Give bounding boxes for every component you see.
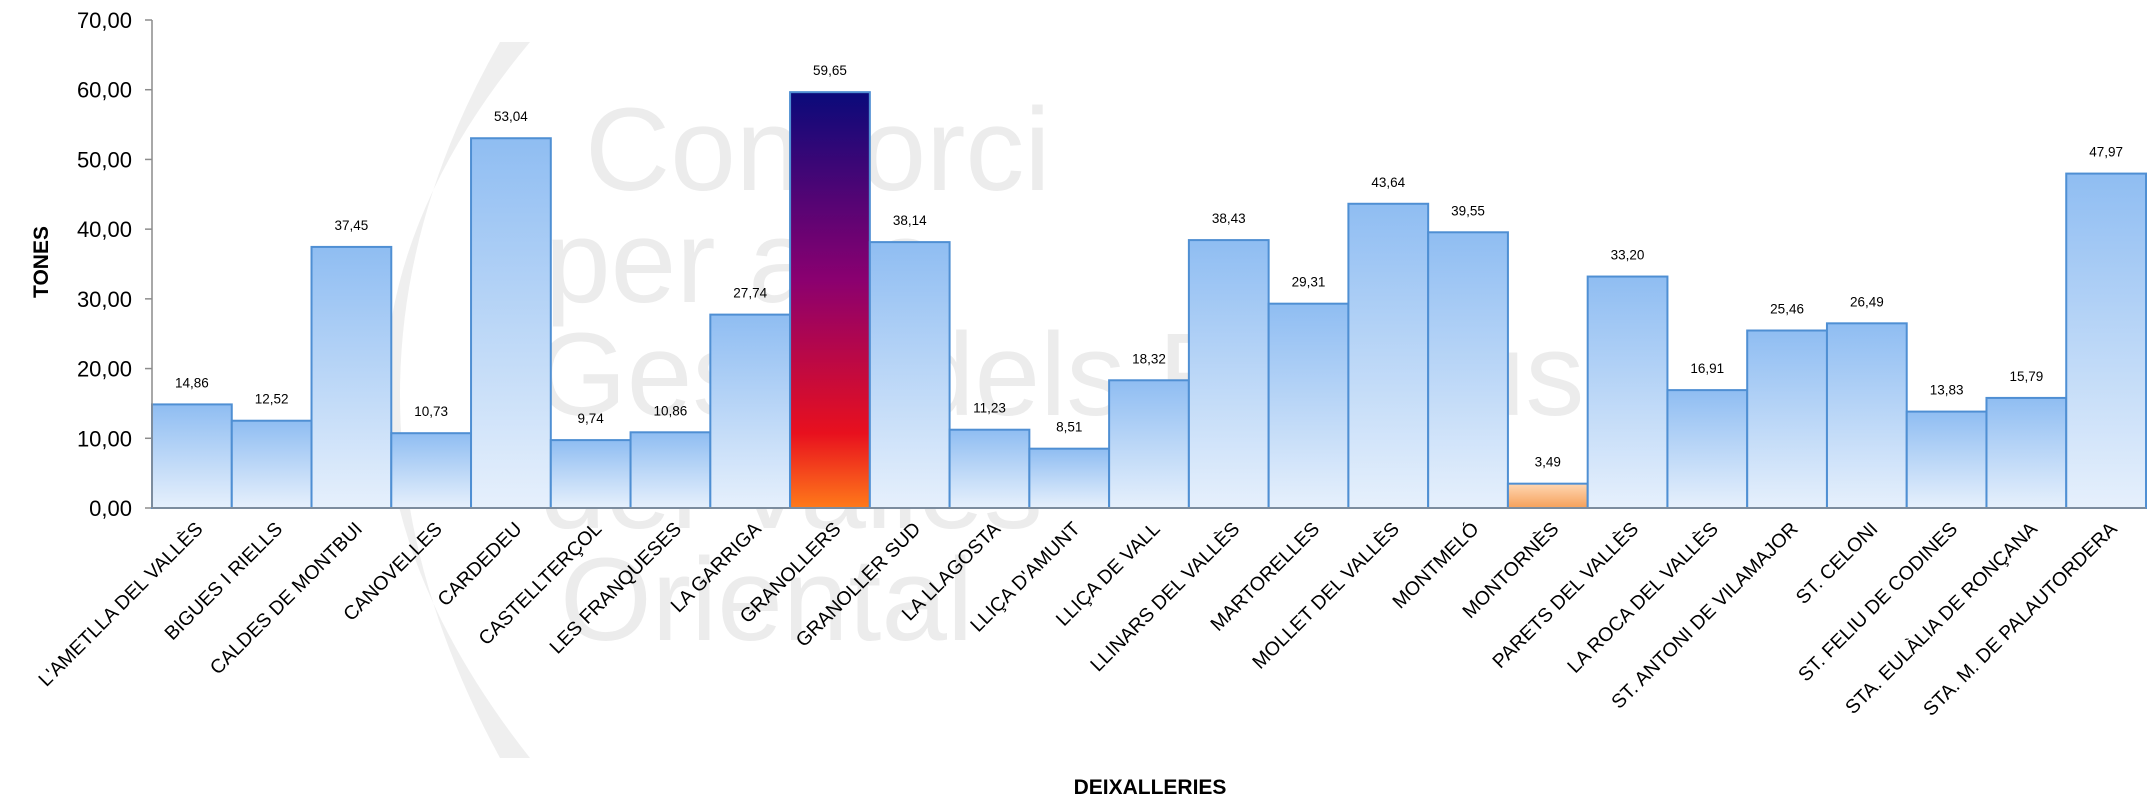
- bar: [1267, 302, 1350, 509]
- bar: [549, 439, 632, 510]
- data-label: 15,79: [2009, 369, 2043, 384]
- bar: [310, 245, 393, 509]
- data-label: 14,86: [175, 375, 209, 390]
- bar: [789, 91, 871, 509]
- bar: [2065, 172, 2147, 509]
- y-tick-label: 20,00: [77, 357, 132, 382]
- data-label: 26,49: [1850, 294, 1884, 309]
- data-label: 29,31: [1292, 275, 1326, 290]
- y-tick-label: 0,00: [89, 496, 132, 521]
- data-label: 10,73: [414, 404, 448, 419]
- bar: [390, 432, 473, 509]
- data-label: 33,20: [1611, 248, 1645, 263]
- bar: [1825, 322, 1908, 509]
- data-labels: 14,86 12,52 37,45 10,73 53,04 9,74 10,86 27,74 5…: [175, 63, 2123, 470]
- data-label: 8,51: [1056, 420, 1082, 435]
- data-label: 25,46: [1770, 302, 1804, 317]
- watermark-arc: [385, 42, 530, 758]
- bar: [1985, 396, 2068, 509]
- bars: [151, 91, 2147, 510]
- data-label: 47,97: [2089, 145, 2123, 160]
- bar: [1586, 275, 1669, 510]
- y-axis-title: TONES: [30, 226, 53, 298]
- y-tick-label: 40,00: [77, 217, 132, 242]
- bar: [230, 419, 313, 509]
- data-label: 10,86: [654, 403, 688, 418]
- data-label: 59,65: [813, 63, 847, 78]
- bar: [629, 431, 712, 509]
- bar: [1427, 231, 1509, 509]
- bar: [1506, 482, 1589, 509]
- y-tick-label: 30,00: [77, 287, 132, 312]
- bar: [151, 403, 233, 509]
- category-label: PARETS DEL VALLÈS: [1488, 517, 1643, 672]
- data-label: 13,83: [1930, 383, 1964, 398]
- data-label: 16,91: [1690, 361, 1724, 376]
- bar: [470, 137, 552, 509]
- y-tick-label: 10,00: [77, 426, 132, 451]
- watermark-line-5: Oriental: [560, 534, 973, 666]
- data-label: 9,74: [578, 411, 605, 426]
- data-label: 11,23: [973, 401, 1006, 416]
- data-label: 38,43: [1212, 211, 1246, 226]
- category-label: MOLLET DEL VALLÈS: [1248, 517, 1404, 673]
- bar: [709, 313, 792, 510]
- bar: [1746, 329, 1828, 509]
- category-label: LLINARS DEL VALLÈS: [1085, 517, 1244, 676]
- bar: [948, 428, 1031, 509]
- category-label: CALDES DE MONTBUI: [206, 518, 367, 679]
- y-axis-ticks: 0,00 10,00 20,00 30,00 40,00 50,00 60,00 70,00: [77, 8, 152, 521]
- bar: [1187, 239, 1270, 509]
- data-label: 38,14: [893, 213, 927, 228]
- data-label: 53,04: [494, 109, 528, 124]
- y-tick-label: 50,00: [77, 147, 132, 172]
- data-label: 12,52: [255, 392, 289, 407]
- bar: [1905, 410, 1988, 509]
- bar: [1108, 379, 1190, 509]
- category-label: L'AMETLLA DEL VALLÈS: [34, 517, 208, 691]
- bar: [868, 241, 951, 509]
- bar: [1666, 389, 1749, 509]
- category-label: LA ROCA DEL VALLÈS: [1562, 517, 1722, 677]
- y-tick-label: 70,00: [77, 8, 132, 33]
- bar: [1028, 447, 1111, 510]
- data-label: 37,45: [335, 218, 369, 233]
- data-label: 27,74: [733, 286, 767, 301]
- data-label: 3,49: [1535, 455, 1561, 470]
- data-label: 39,55: [1451, 203, 1485, 218]
- bar: [1347, 202, 1430, 510]
- data-label: 18,32: [1132, 351, 1166, 366]
- x-axis-title: DEIXALLERIES: [1074, 776, 1227, 797]
- data-label: 43,64: [1371, 175, 1405, 190]
- category-label: ST. FELIU DE CODINES: [1794, 518, 1962, 686]
- y-tick-label: 60,00: [77, 78, 132, 103]
